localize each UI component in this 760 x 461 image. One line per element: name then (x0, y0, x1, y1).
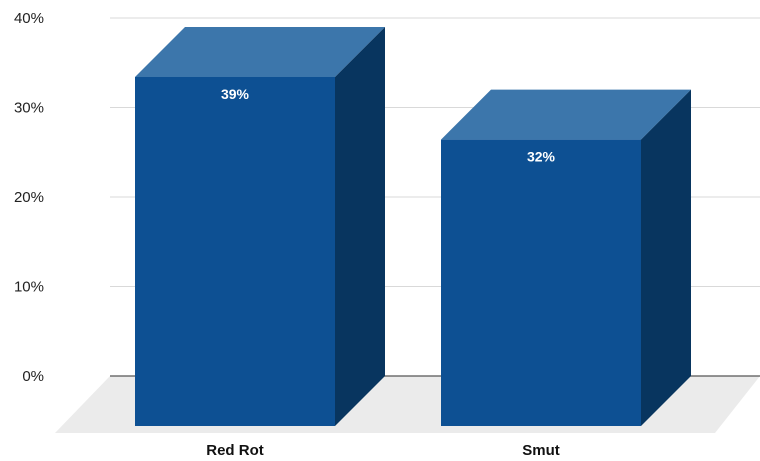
bars (135, 26, 691, 426)
y-tick-label: 0% (22, 368, 44, 385)
bar-side (335, 26, 385, 426)
bar (135, 26, 385, 426)
bar-front (135, 76, 335, 426)
bar-front (441, 139, 641, 426)
y-tick-label: 10% (14, 279, 44, 296)
y-axis-ticks: 0% 10% 20% 30% 40% (14, 10, 44, 385)
bar-side (641, 89, 691, 426)
bar-top (135, 26, 385, 77)
bar-top (441, 89, 691, 140)
bar (441, 89, 691, 426)
data-label: 32% (527, 149, 556, 165)
x-category-label: Smut (522, 442, 560, 459)
y-tick-label: 40% (14, 10, 44, 27)
data-labels: 39% 32% (221, 86, 556, 165)
y-tick-label: 20% (14, 189, 44, 206)
y-tick-label: 30% (14, 100, 44, 117)
x-category-label: Red Rot (206, 442, 264, 459)
x-axis-categories: Red Rot Smut (206, 442, 560, 459)
data-label: 39% (221, 86, 250, 102)
